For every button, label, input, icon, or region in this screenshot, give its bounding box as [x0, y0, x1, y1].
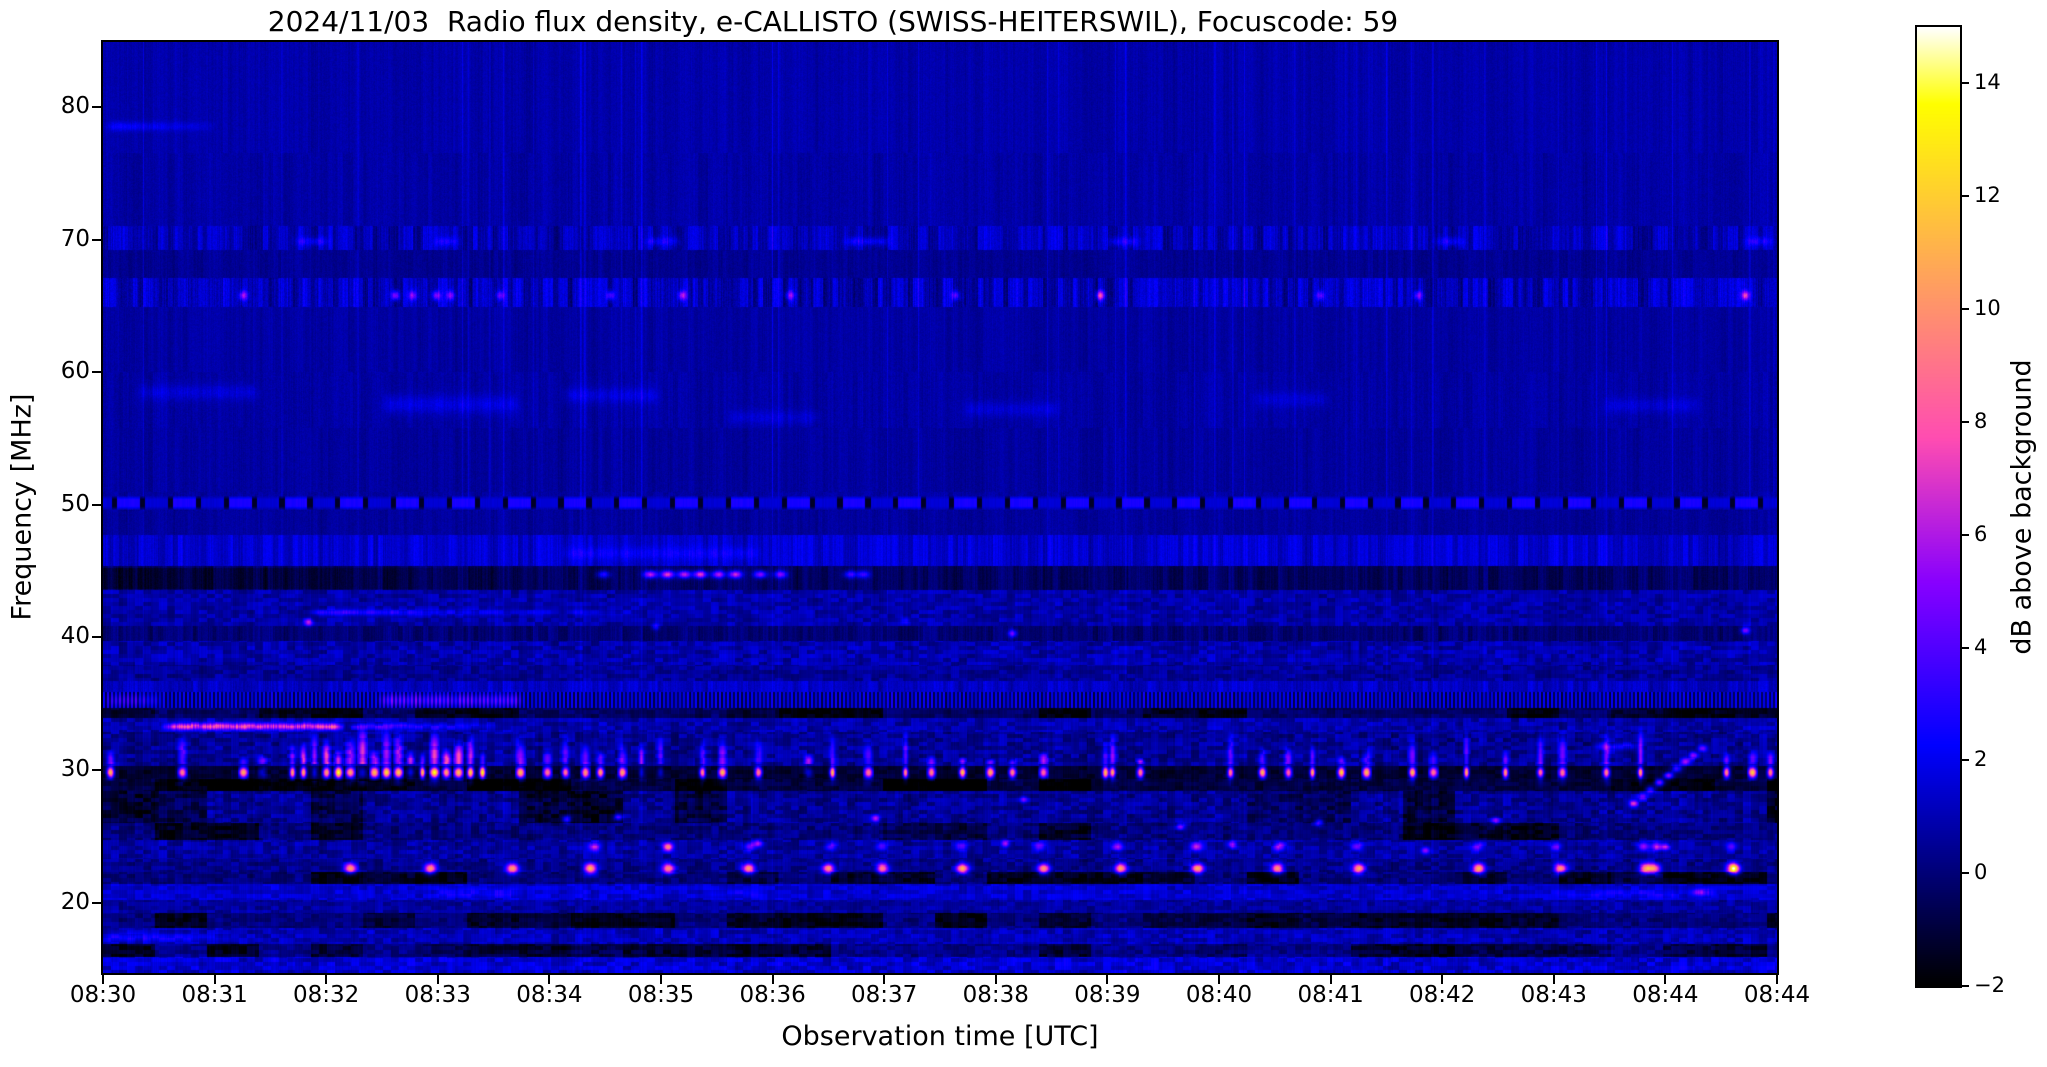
x-tick-label: 08:32 [293, 982, 360, 1008]
colorbar-tick-label: 6 [1974, 521, 1988, 546]
x-tick-label: 08:35 [627, 982, 695, 1008]
x-tick-mark [1218, 975, 1220, 984]
x-tick-label: 08:44 [1632, 982, 1699, 1008]
x-tick-mark [771, 975, 774, 984]
plot-title: 2024/11/03 Radio flux density, e-CALLIST… [267, 5, 1399, 38]
x-tick-label: 08:33 [404, 982, 471, 1008]
colorbar-tick-mark [1962, 533, 1969, 536]
colorbar-tick-label: 4 [1974, 634, 1988, 659]
colorbar-tick-mark [1962, 759, 1969, 762]
x-tick-label: 08:37 [851, 982, 918, 1008]
x-tick-label: 08:44 [1743, 982, 1811, 1008]
colorbar-tick-label: 14 [1974, 70, 2001, 95]
colorbar-tick-mark [1962, 195, 1969, 198]
colorbar-tick-label: 2 [1974, 747, 1988, 772]
y-tick-label: 70 [60, 225, 90, 252]
x-tick-mark [994, 975, 997, 984]
x-axis-label: Observation time [UTC] [781, 1021, 1099, 1052]
colorbar-tick-label: 10 [1974, 296, 2001, 321]
y-tick-label: 20 [60, 888, 90, 915]
y-tick-label: 80 [60, 92, 90, 119]
x-tick-label: 08:40 [1185, 982, 1253, 1008]
y-tick-label: 50 [60, 490, 90, 517]
x-tick-mark [1776, 975, 1778, 984]
x-tick-mark [1329, 975, 1332, 984]
colorbar-canvas [1917, 27, 1960, 986]
spectrogram-axes [101, 40, 1779, 975]
x-tick-mark [1664, 975, 1667, 984]
x-tick-label: 08:41 [1297, 982, 1364, 1008]
colorbar-tick-mark [1962, 985, 1969, 987]
x-tick-mark [1441, 975, 1444, 984]
colorbar-tick-label: 8 [1974, 408, 1988, 433]
colorbar [1915, 25, 1962, 988]
colorbar-tick-label: −2 [1974, 973, 2005, 997]
colorbar-tick-mark [1962, 872, 1969, 875]
y-tick-label: 40 [60, 623, 90, 650]
x-tick-mark [1552, 975, 1555, 984]
x-tick-mark [660, 975, 662, 984]
colorbar-tick-mark [1962, 646, 1969, 649]
x-tick-mark [436, 975, 439, 984]
colorbar-tick-label: 0 [1974, 860, 1988, 885]
x-tick-mark [548, 975, 551, 984]
x-tick-label: 08:34 [516, 982, 583, 1008]
y-tick-mark [92, 901, 101, 904]
colorbar-tick-mark [1962, 82, 1969, 85]
y-tick-mark [92, 105, 101, 108]
y-tick-mark [92, 769, 101, 772]
x-tick-label: 08:30 [69, 982, 137, 1008]
x-tick-label: 08:36 [739, 982, 806, 1008]
colorbar-tick-mark [1962, 420, 1969, 423]
y-tick-mark [92, 371, 101, 374]
x-tick-label: 08:31 [181, 982, 248, 1008]
y-tick-label: 30 [60, 756, 90, 783]
x-tick-mark [102, 975, 104, 984]
x-tick-label: 08:38 [962, 982, 1029, 1008]
colorbar-tick-mark [1962, 308, 1969, 311]
y-tick-mark [92, 636, 101, 639]
x-tick-mark [325, 975, 328, 984]
y-tick-mark [92, 503, 101, 506]
y-tick-label: 60 [60, 358, 90, 385]
spectrogram-canvas [103, 42, 1777, 973]
y-tick-mark [92, 238, 101, 241]
x-tick-mark [213, 975, 216, 984]
x-tick-label: 08:42 [1409, 982, 1476, 1008]
x-tick-label: 08:43 [1520, 982, 1587, 1008]
x-tick-mark [883, 975, 886, 984]
x-tick-mark [1106, 975, 1109, 984]
colorbar-tick-label: 12 [1974, 183, 2001, 208]
x-tick-label: 08:39 [1074, 982, 1141, 1008]
